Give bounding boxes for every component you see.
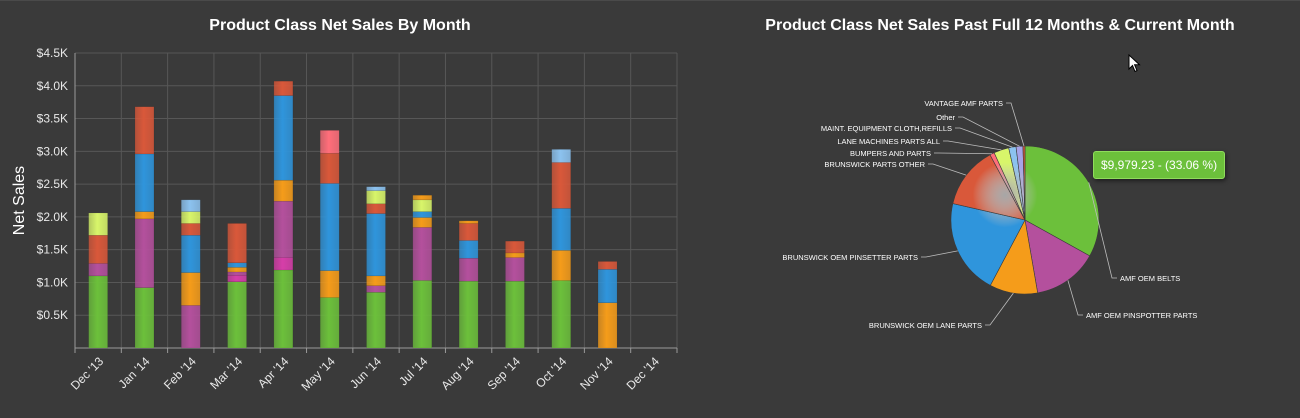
- pie-slice-label: BRUNSWICK OEM LANE PARTS: [869, 321, 982, 330]
- bar-segment: [134, 106, 155, 155]
- y-tick-label: $2.5K: [37, 177, 68, 191]
- bar-segment: [412, 195, 433, 201]
- pie-slice-label: AMF OEM BELTS: [1120, 274, 1180, 283]
- top-border: [0, 0, 1300, 1]
- pie-slice-label: BRUNSWICK PARTS OTHER: [824, 160, 925, 169]
- pie-label-connector: [1006, 102, 1025, 147]
- bar-segment: [366, 213, 386, 277]
- bar-chart: $0.5K $1.0K $1.5K $2.0K $2.5K $3.0K $3.5K $4.0K…: [11, 46, 678, 394]
- y-axis-label: Net Sales: [11, 166, 28, 235]
- pie-slice-label: LANE MACHINES PARTS ALL: [837, 137, 940, 146]
- pie-slice-label: MAINT. EQUIPMENT CLOTH,REFILLS: [821, 124, 952, 133]
- y-tick-label: $3.5K: [37, 112, 68, 126]
- bar-segment: [412, 217, 433, 228]
- pie-slice-label: Other: [936, 113, 955, 122]
- pie-slice-label: VANTAGE AMF PARTS: [924, 99, 1003, 108]
- bar-segment: [412, 199, 433, 212]
- y-tick-label: $4.5K: [37, 46, 68, 60]
- y-tick-label: $3.0K: [37, 144, 68, 158]
- pie-label-connector: [958, 116, 1020, 147]
- pie-label-connector: [985, 292, 1014, 326]
- bar-segment: [273, 80, 294, 96]
- pie-tooltip: $9,979.23 - (33.06 %): [1093, 151, 1226, 179]
- bar-segment: [366, 186, 386, 191]
- bar-segment: [597, 261, 618, 270]
- bar-segment: [134, 218, 155, 288]
- bar-segment: [551, 149, 571, 163]
- bar-segment: [181, 199, 201, 212]
- y-tick-label: $1.0K: [37, 275, 68, 289]
- pie-slice-label: BRUNSWICK OEM PINSETTER PARTS: [782, 253, 918, 262]
- y-tick-label: $4.0K: [37, 79, 68, 93]
- pie-label-connector: [921, 250, 958, 258]
- pie-slice-label: AMF OEM PINSPOTTER PARTS: [1086, 311, 1197, 320]
- pie-slice-label: BUMPERS AND PARTS: [850, 149, 931, 158]
- bar-chart-title: Product Class Net Sales By Month: [209, 17, 471, 34]
- pie-slice: [952, 154, 1026, 221]
- bar-segment: [88, 212, 108, 236]
- pie-label-connector: [934, 152, 993, 155]
- bar-segment: [505, 240, 525, 254]
- pie-chart-panel: Product Class Net Sales Past Full 12 Mon…: [700, 0, 1300, 418]
- pie-label-connector: [928, 163, 967, 176]
- pie-label-connector: [1088, 182, 1117, 279]
- pie-label-connector: [1067, 280, 1083, 316]
- bar-segment: [227, 223, 247, 264]
- pie-slice: [950, 203, 1026, 286]
- pie-slice: [1024, 219, 1091, 294]
- pie-label-connector: [943, 140, 1002, 151]
- bar-segment: [319, 130, 340, 154]
- y-tick-label: $0.5K: [37, 308, 68, 322]
- bar-chart-panel: Product Class Net Sales By Month: [209, 17, 471, 34]
- pie-label-connector: [955, 127, 1013, 148]
- y-tick-label: $2.0K: [37, 210, 68, 224]
- pie-chart-title: Product Class Net Sales Past Full 12 Mon…: [765, 17, 1235, 34]
- y-tick-label: $1.5K: [37, 243, 68, 257]
- bar-segment: [458, 220, 479, 224]
